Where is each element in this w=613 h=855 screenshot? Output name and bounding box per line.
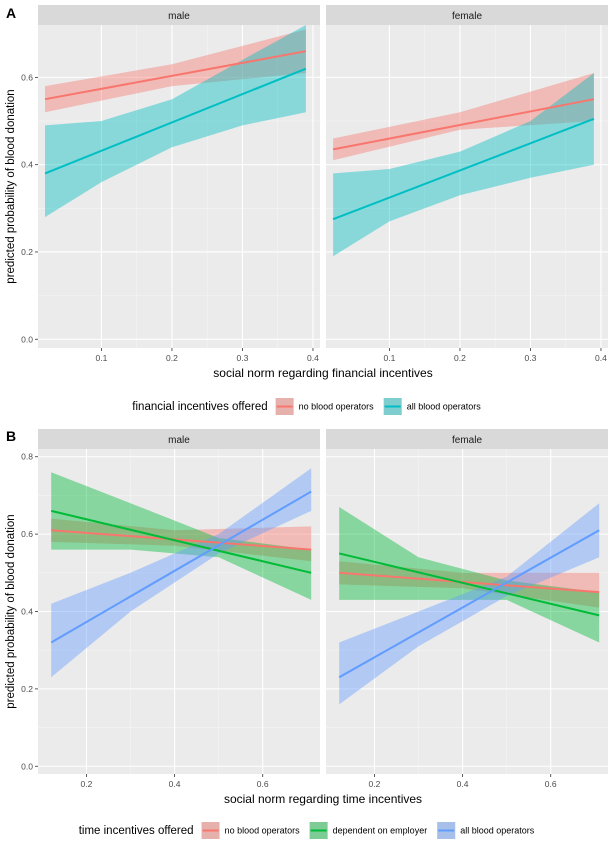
ribbon-dependent-on-employer — [51, 472, 312, 600]
panel-label: A — [6, 5, 16, 21]
legend-title: time incentives offered — [79, 825, 194, 837]
y-tick-label: 0.0 — [21, 761, 33, 771]
series-line-no-blood-operators — [332, 98, 595, 151]
y-tick-label: 0.4 — [21, 160, 33, 170]
facet-female: female 0.1 0.2 0.3 0.4 — [326, 5, 608, 363]
x-tick-label: 0.4 — [169, 779, 181, 789]
y-tick-label: 0.0 — [21, 334, 33, 344]
ribbon-all-blood-operators — [333, 73, 594, 257]
facet-male: male 0.2 0.4 0.6 — [38, 429, 320, 789]
x-tick-label: 0.2 — [81, 779, 93, 789]
x-tick-label: 0.2 — [454, 353, 466, 363]
x-tick-label: 0.2 — [369, 779, 381, 789]
y-tick-label: 0.8 — [21, 452, 33, 462]
x-axis-title: social norm regarding time incentives — [224, 792, 422, 806]
facet-strip — [38, 429, 320, 449]
ribbon-dependent-on-employer — [339, 507, 600, 643]
y-tick-label: 0.2 — [21, 684, 33, 694]
ribbon-no-blood-operators — [45, 29, 306, 113]
facet-strip — [326, 5, 608, 25]
plot-background — [38, 25, 320, 348]
series-line-no-blood-operators — [44, 50, 307, 101]
legend-label: no blood operators — [225, 826, 301, 836]
ribbon-all-blood-operators — [51, 468, 312, 678]
series-line-all-blood-operators — [50, 490, 312, 644]
legend-title: financial incentives offered — [132, 401, 267, 413]
facet-strip-label: male — [168, 435, 190, 446]
series-line-all-blood-operators — [338, 529, 600, 679]
facet-strip-label: female — [452, 11, 482, 22]
legend-label: all blood operators — [407, 402, 482, 412]
facet-female: female 0.2 0.4 0.6 — [326, 429, 608, 789]
legend-label: all blood operators — [460, 826, 535, 836]
series-line-all-blood-operators — [44, 67, 307, 175]
series-line-no-blood-operators — [51, 529, 312, 551]
y-axis-title: predicted probability of blood donation — [5, 514, 17, 708]
facet-strip-label: male — [168, 11, 190, 22]
panel-label: B — [6, 428, 16, 444]
x-tick-label: 0.2 — [166, 353, 178, 363]
x-tick-label: 0.3 — [525, 353, 537, 363]
x-tick-label: 0.1 — [96, 353, 108, 363]
legend: time incentives offered no blood operator… — [79, 822, 535, 839]
facet-male: male 0.1 0.2 0.3 0.4 — [38, 5, 320, 363]
x-tick-label: 0.1 — [384, 353, 396, 363]
y-tick-label: 0.2 — [21, 247, 33, 257]
series-line-dependent-on-employer — [50, 509, 312, 574]
legend: financial incentives offered no blood ope… — [132, 398, 481, 415]
x-axis-title: social norm regarding financial incentiv… — [213, 366, 432, 380]
facet-strip — [38, 5, 320, 25]
legend-label: dependent on employer — [333, 826, 428, 836]
legend-label: no blood operators — [299, 402, 375, 412]
x-tick-label: 0.6 — [545, 779, 557, 789]
series-line-no-blood-operators — [339, 571, 600, 594]
x-tick-label: 0.4 — [307, 353, 319, 363]
y-tick-label: 0.6 — [21, 529, 33, 539]
ribbon-no-blood-operators — [333, 73, 594, 161]
y-tick-label: 0.4 — [21, 607, 33, 617]
x-tick-label: 0.4 — [595, 353, 607, 363]
series-line-all-blood-operators — [332, 117, 595, 221]
x-tick-label: 0.6 — [257, 779, 269, 789]
facet-strip-label: female — [452, 435, 482, 446]
x-tick-label: 0.3 — [237, 353, 249, 363]
y-axis-title: predicted probability of blood donation — [5, 89, 17, 283]
plot-background — [326, 25, 608, 348]
facet-strip — [326, 429, 608, 449]
series-line-dependent-on-employer — [338, 552, 600, 617]
x-tick-label: 0.4 — [457, 779, 469, 789]
y-tick-label: 0.6 — [21, 72, 33, 82]
